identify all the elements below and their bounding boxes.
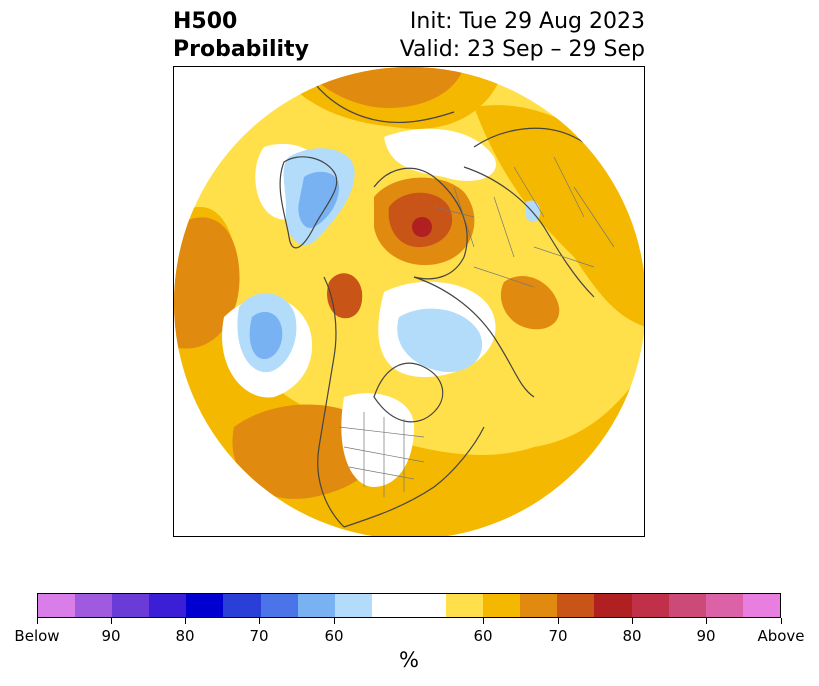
political-borders <box>338 156 615 497</box>
colorbar-segment <box>594 594 632 617</box>
colorbar-segment <box>38 594 76 617</box>
colorbar-segment <box>112 594 150 617</box>
colorbar-tick-label: 80 <box>622 627 642 645</box>
colorbar-segment <box>149 594 187 617</box>
colorbar-segment <box>705 594 743 617</box>
colorbar-segment <box>631 594 669 617</box>
colorbar-tick <box>37 618 38 624</box>
colorbar-segment <box>408 594 447 617</box>
colorbar-tick-label: Above <box>757 627 805 645</box>
colorbar-segment <box>446 594 484 617</box>
colorbar-segment <box>223 594 261 617</box>
colorbar-segment <box>668 594 706 617</box>
colorbar-tick-label: 80 <box>175 627 195 645</box>
colorbar <box>37 593 781 618</box>
colorbar-segment <box>75 594 113 617</box>
colorbar-tick <box>185 618 186 624</box>
colorbar-tick <box>781 618 782 624</box>
colorbar-tick <box>632 618 633 624</box>
colorbar-tick <box>111 618 112 624</box>
colorbar-tick <box>706 618 707 624</box>
hemisphere-map-svg <box>174 67 644 536</box>
colorbar-tick-label: 70 <box>249 627 269 645</box>
colorbar-segment <box>483 594 521 617</box>
colorbar-tick-label: 60 <box>473 627 493 645</box>
colorbar-segment <box>742 594 780 617</box>
colorbar-segment <box>260 594 298 617</box>
colorbar-unit-label: % <box>399 648 419 672</box>
colorbar-segment <box>520 594 558 617</box>
probability-field <box>174 67 644 536</box>
title-variable: H500 <box>173 9 238 34</box>
colorbar-tick <box>558 618 559 624</box>
valid-period: Valid: 23 Sep – 29 Sep <box>399 37 645 62</box>
date-block: Init: Tue 29 Aug 2023 Valid: 23 Sep – 29… <box>400 8 645 64</box>
title-block: H500 Probability <box>173 8 309 64</box>
colorbar-segment <box>186 594 224 617</box>
title-product: Probability <box>173 37 309 62</box>
colorbar-segment <box>371 594 409 617</box>
colorbar-tick-label: 60 <box>324 627 344 645</box>
colorbar-tick-label: 90 <box>101 627 121 645</box>
init-date: Init: Tue 29 Aug 2023 <box>409 9 645 34</box>
colorbar-tick <box>259 618 260 624</box>
probability-map <box>173 66 645 537</box>
colorbar-tick <box>334 618 335 624</box>
colorbar-segment <box>334 594 372 617</box>
colorbar-segment <box>557 594 595 617</box>
colorbar-tick-label: Below <box>14 627 60 645</box>
colorbar-tick-label: 90 <box>696 627 716 645</box>
colorbar-segment <box>297 594 335 617</box>
colorbar-tick-label: 70 <box>548 627 568 645</box>
colorbar-tick <box>483 618 484 624</box>
